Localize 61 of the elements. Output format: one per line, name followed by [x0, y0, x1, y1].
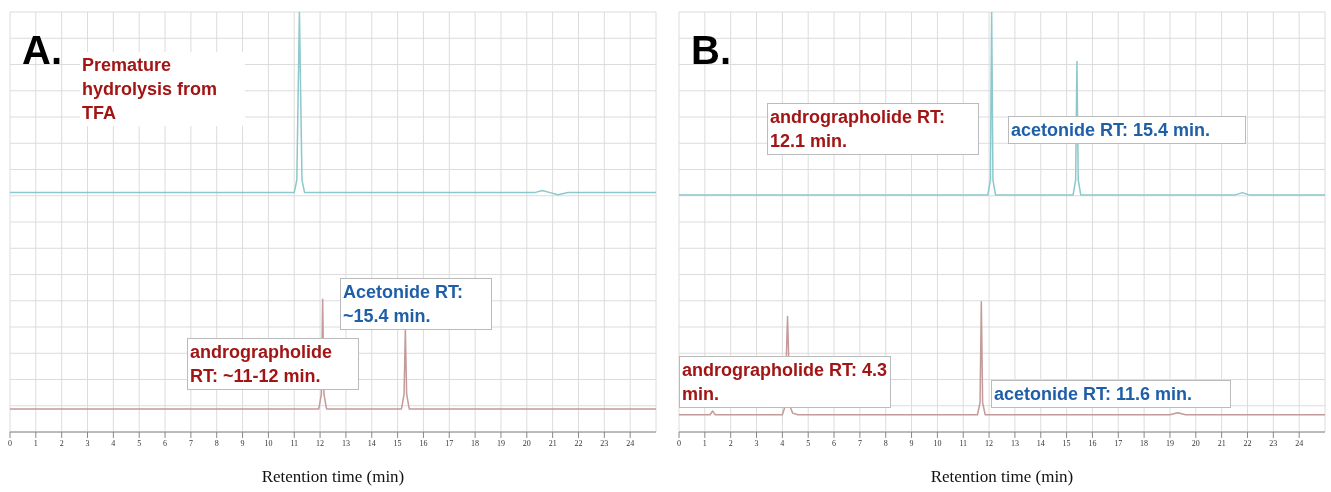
x-tick-label: 18: [1140, 438, 1149, 448]
x-tick-label: 9: [240, 438, 245, 448]
x-tick-label: 5: [137, 438, 142, 448]
chart-title: A.: [22, 28, 62, 72]
x-tick-label: 13: [341, 438, 350, 448]
x-tick-label: 16: [1088, 438, 1097, 448]
x-tick-label: 11: [959, 438, 968, 448]
annotation: andrographolide RT: ~11-12 min.: [187, 338, 359, 390]
annotation: andrographolide RT: 4.3 min.: [679, 356, 891, 408]
x-tick-label: 8: [214, 438, 219, 448]
x-tick-label: 10: [264, 438, 273, 448]
x-tick-label: 10: [933, 438, 942, 448]
x-tick-label: 14: [1036, 438, 1045, 448]
x-tick-label: 0: [677, 438, 681, 448]
x-tick-label: 9: [909, 438, 914, 448]
x-tick-label: 12: [985, 438, 994, 448]
x-tick-label: 24: [626, 438, 635, 448]
x-tick-label: 12: [316, 438, 325, 448]
x-tick-label: 7: [188, 438, 193, 448]
x-tick-label: 14: [367, 438, 376, 448]
x-tick-label: 5: [806, 438, 811, 448]
x-tick-label: 4: [780, 438, 785, 448]
x-tick-label: 1: [33, 438, 38, 448]
annotation: Acetonide RT: ~15.4 min.: [340, 278, 492, 330]
x-tick-label: 19: [1165, 438, 1174, 448]
x-tick-label: 22: [574, 438, 583, 448]
x-tick-label: 24: [1295, 438, 1304, 448]
x-tick-label: 2: [728, 438, 733, 448]
annotation: acetonide RT: 11.6 min.: [991, 380, 1231, 408]
x-tick-label: 23: [600, 438, 609, 448]
annotation: andrographolide RT: 12.1 min.: [767, 103, 979, 155]
x-tick-label: 17: [445, 438, 454, 448]
x-tick-label: 8: [883, 438, 888, 448]
x-tick-label: 4: [111, 438, 116, 448]
x-tick-label: 16: [419, 438, 428, 448]
x-tick-label: 13: [1010, 438, 1019, 448]
chart-title: B.: [691, 28, 731, 72]
x-tick-label: 20: [1191, 438, 1200, 448]
x-tick-label: 1: [702, 438, 707, 448]
x-axis-title: Retention time (min): [261, 467, 405, 486]
annotation: acetonide RT: 15.4 min.: [1008, 116, 1246, 144]
x-tick-label: 6: [163, 438, 168, 448]
x-tick-label: 7: [857, 438, 862, 448]
x-tick-label: 0: [8, 438, 12, 448]
x-tick-label: 17: [1114, 438, 1123, 448]
x-tick-label: 15: [1062, 438, 1071, 448]
x-tick-label: 11: [290, 438, 299, 448]
x-tick-label: 3: [85, 438, 90, 448]
x-tick-label: 6: [832, 438, 837, 448]
x-tick-label: 3: [754, 438, 759, 448]
x-tick-label: 23: [1269, 438, 1278, 448]
annotation: Premature hydrolysis from TFA: [80, 52, 245, 126]
x-tick-label: 2: [59, 438, 64, 448]
x-axis-title: Retention time (min): [930, 467, 1074, 486]
x-tick-label: 21: [548, 438, 557, 448]
x-tick-label: 19: [496, 438, 505, 448]
x-tick-label: 20: [522, 438, 531, 448]
x-tick-label: 21: [1217, 438, 1226, 448]
x-tick-label: 22: [1243, 438, 1252, 448]
x-tick-label: 15: [393, 438, 402, 448]
x-tick-label: 18: [471, 438, 480, 448]
